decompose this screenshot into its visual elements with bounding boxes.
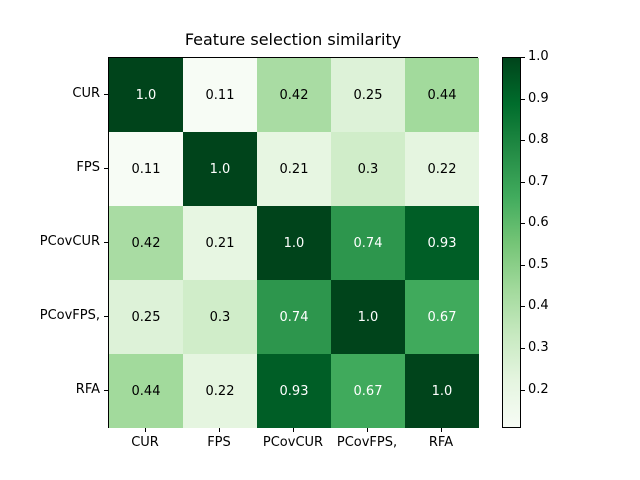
heatmap-cell: 0.25 xyxy=(109,280,183,354)
heatmap-cell: 1.0 xyxy=(109,58,183,132)
y-tick-label: CUR xyxy=(72,86,100,101)
heatmap-cell: 0.42 xyxy=(109,206,183,280)
heatmap-cell: 1.0 xyxy=(257,206,331,280)
heatmap-cell: 0.67 xyxy=(405,280,479,354)
y-tick-label: PCovFPS, xyxy=(39,308,100,323)
colorbar-tick-mark xyxy=(521,264,525,266)
colorbar-tick-label: 0.8 xyxy=(528,132,549,148)
heatmap-cell: 0.3 xyxy=(331,132,405,206)
heatmap-grid: 1.0 0.11 0.42 0.25 0.44 0.11 1.0 0.21 0.3 0.22 0.4… xyxy=(109,58,479,428)
y-tick-mark xyxy=(104,390,108,391)
x-tick-label: FPS xyxy=(207,435,231,450)
heatmap-cell: 0.93 xyxy=(405,206,479,280)
x-tick-mark xyxy=(219,428,220,432)
heatmap-cell: 0.3 xyxy=(183,280,257,354)
heatmap-cell: 0.11 xyxy=(183,58,257,132)
x-tick-mark xyxy=(145,428,146,432)
y-tick-mark xyxy=(104,168,108,169)
y-tick-label: RFA xyxy=(75,382,100,397)
colorbar-tick-label: 0.7 xyxy=(528,173,549,189)
heatmap-cell: 0.93 xyxy=(257,354,331,428)
y-tick-label: PCovCUR xyxy=(39,234,100,249)
heatmap-cell: 0.21 xyxy=(257,132,331,206)
colorbar-tick-label: 0.9 xyxy=(528,90,549,106)
y-tick-mark xyxy=(104,94,108,95)
colorbar-tick-mark xyxy=(521,306,525,308)
x-tick-label: CUR xyxy=(131,435,159,450)
heatmap-cell: 0.11 xyxy=(109,132,183,206)
heatmap-cell: 0.67 xyxy=(331,354,405,428)
heatmap-cell: 0.44 xyxy=(109,354,183,428)
x-tick-mark xyxy=(367,428,368,432)
y-tick-mark xyxy=(104,242,108,243)
x-tick-mark xyxy=(441,428,442,432)
heatmap-cell: 0.74 xyxy=(257,280,331,354)
heatmap-cell: 0.25 xyxy=(331,58,405,132)
colorbar-tick-label: 0.5 xyxy=(528,256,549,272)
heatmap-cell: 0.22 xyxy=(405,132,479,206)
chart-title: Feature selection similarity xyxy=(184,30,402,49)
colorbar-tick-mark xyxy=(521,98,525,100)
colorbar-tick-mark xyxy=(521,181,525,183)
colorbar-tick-label: 0.4 xyxy=(528,298,549,314)
heatmap-cell: 1.0 xyxy=(183,132,257,206)
colorbar-tick-mark xyxy=(521,348,525,349)
x-tick-label: PCovFPS, xyxy=(336,435,398,450)
heatmap-cell: 0.44 xyxy=(405,58,479,132)
colorbar-tick-label: 0.3 xyxy=(528,340,549,355)
heatmap-cell: 1.0 xyxy=(331,280,405,354)
heatmap-cell: 1.0 xyxy=(405,354,479,428)
colorbar-tick-mark xyxy=(521,57,525,58)
heatmap-cell: 0.21 xyxy=(183,206,257,280)
x-tick-mark xyxy=(293,428,294,432)
colorbar-tick-mark xyxy=(521,140,525,142)
colorbar-tick-mark xyxy=(521,223,525,225)
colorbar xyxy=(502,57,521,428)
x-tick-label: PCovCUR xyxy=(262,435,324,450)
colorbar-tick-label: 0.2 xyxy=(528,381,549,397)
heatmap-cell: 0.74 xyxy=(331,206,405,280)
colorbar-tick-label: 0.6 xyxy=(528,215,549,231)
y-tick-label: FPS xyxy=(76,160,100,175)
colorbar-tick-label: 1.0 xyxy=(528,49,549,64)
y-tick-mark xyxy=(104,316,108,317)
x-tick-label: RFA xyxy=(428,435,454,450)
heatmap-cell: 0.42 xyxy=(257,58,331,132)
heatmap-cell: 0.22 xyxy=(183,354,257,428)
colorbar-tick-mark xyxy=(521,389,525,391)
heatmap-axes: 1.0 0.11 0.42 0.25 0.44 0.11 1.0 0.21 0.3 0.22 0.4… xyxy=(108,57,479,428)
